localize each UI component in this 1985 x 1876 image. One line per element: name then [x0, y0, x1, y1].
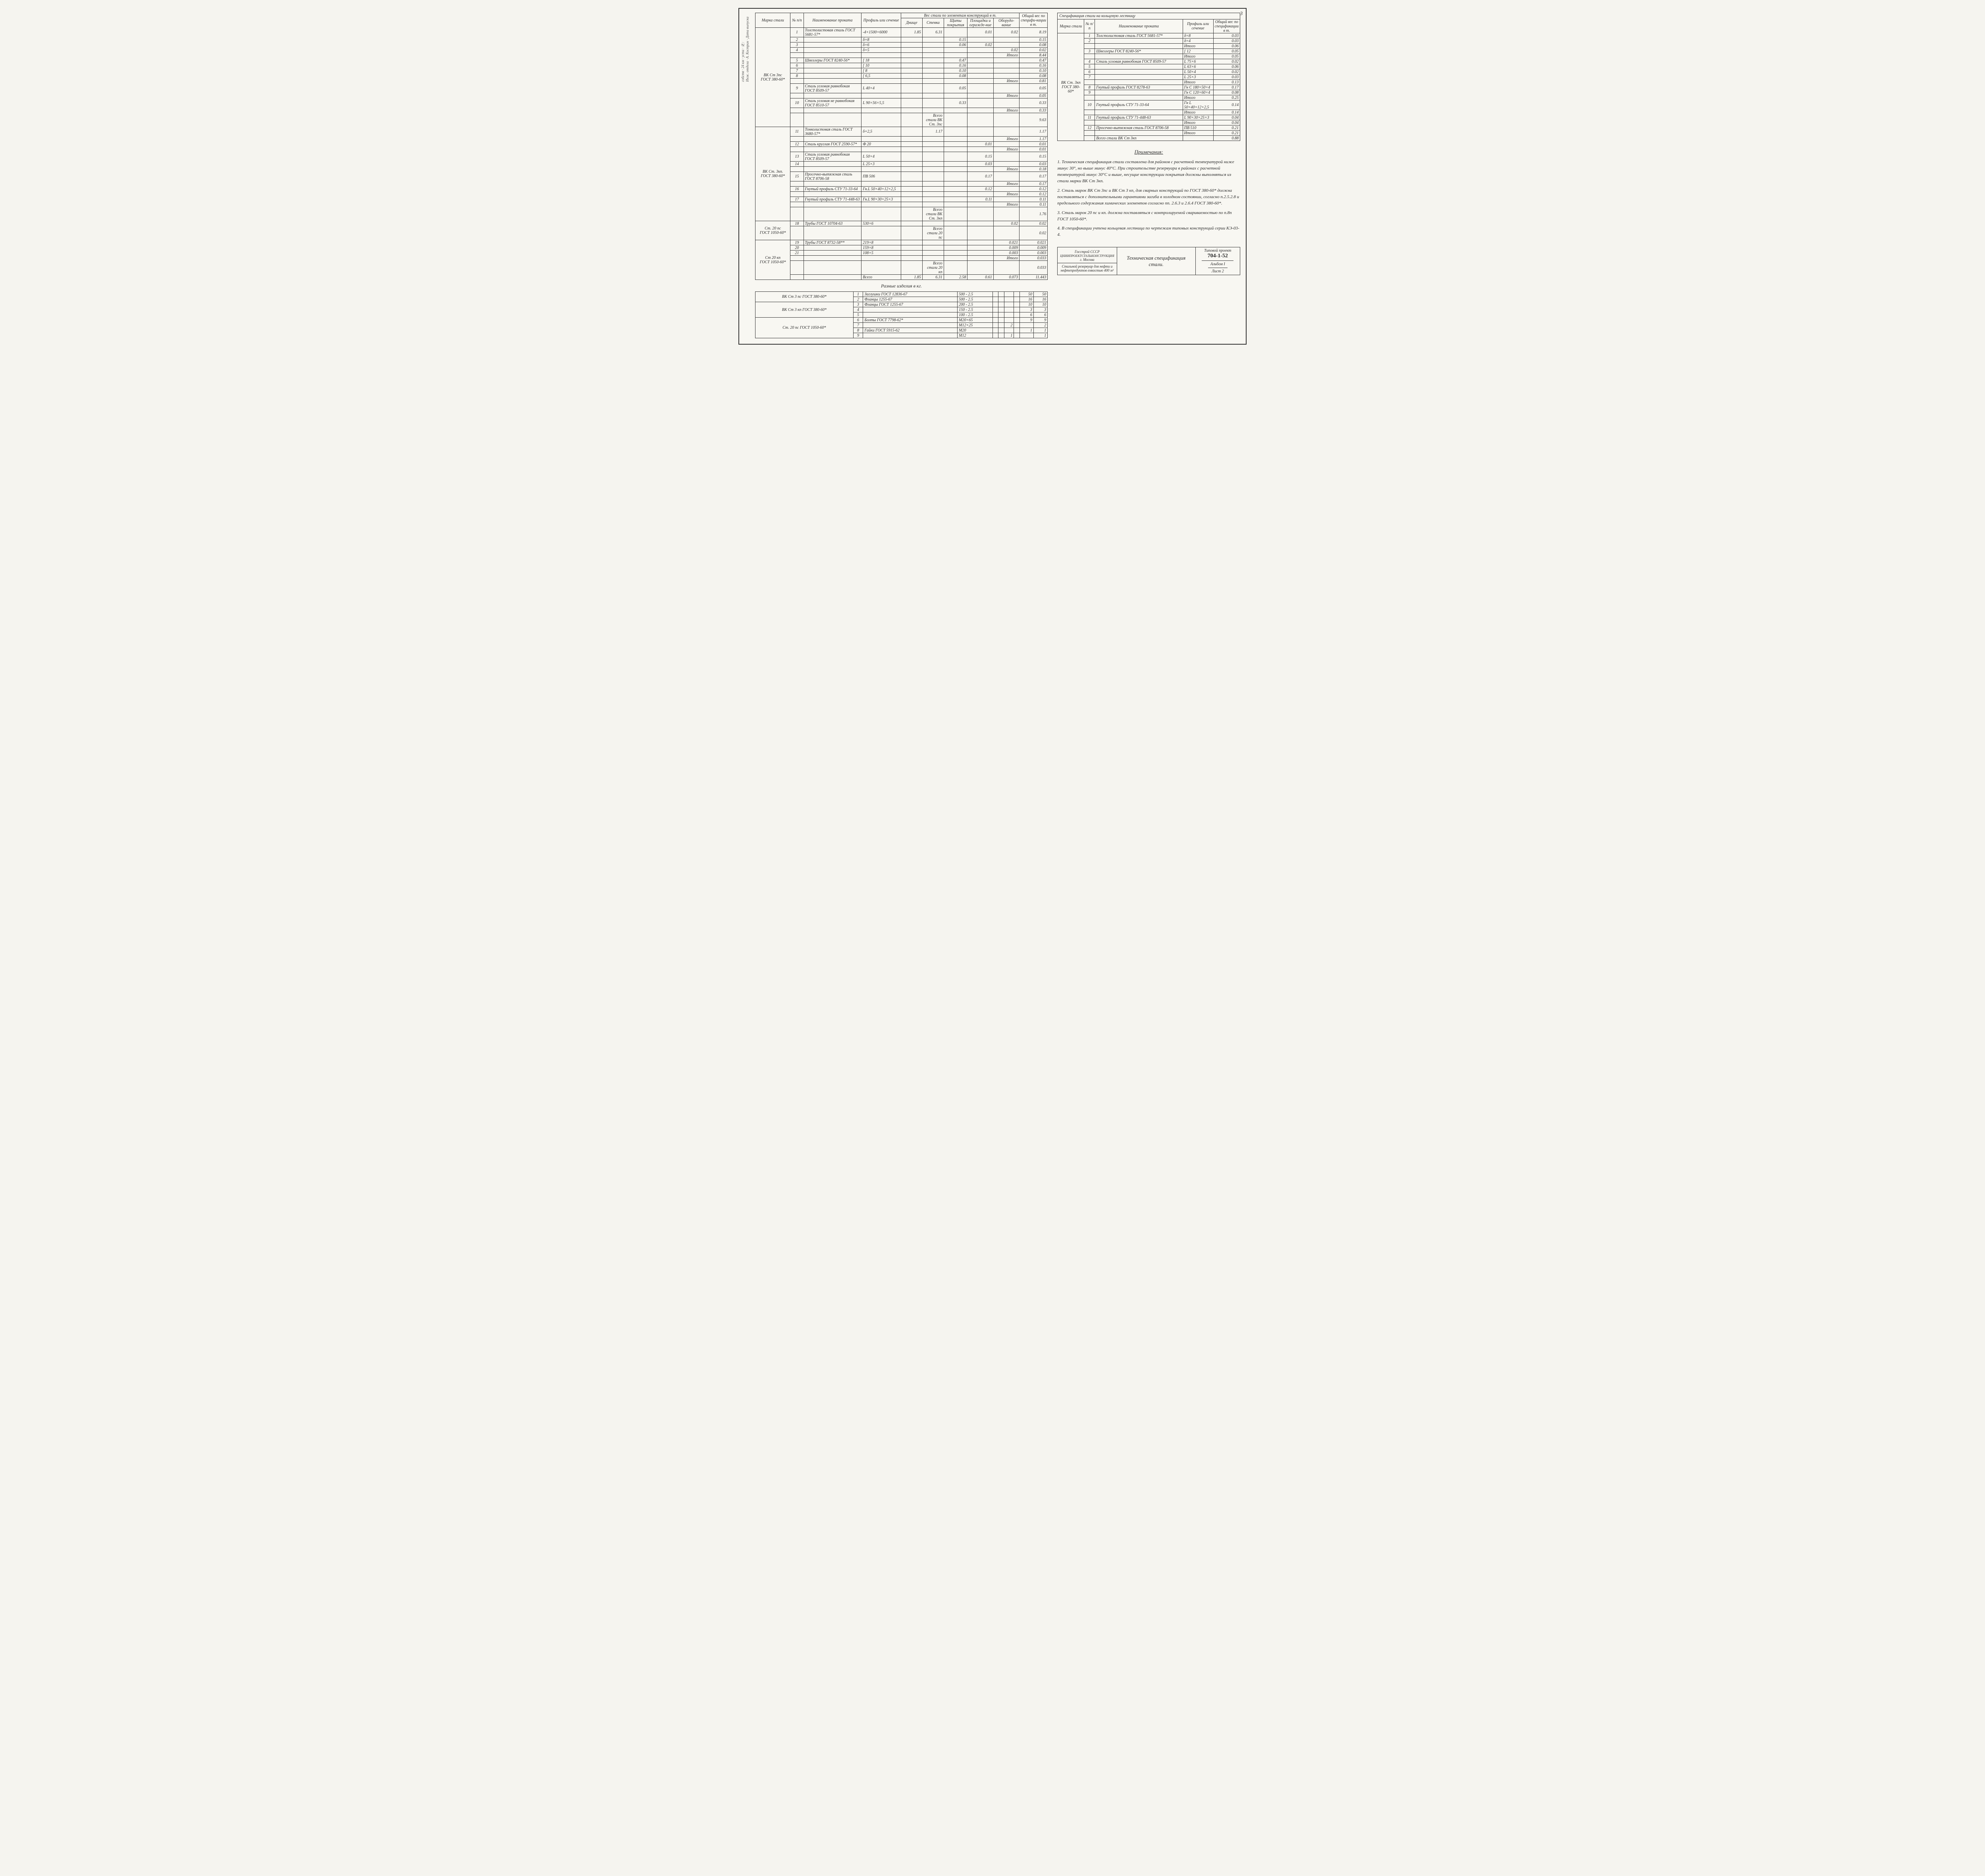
table-row: 12Сталь круглая ГОСТ 2590-57*Ф 200.010.0… — [755, 142, 1048, 147]
table-row: Всего стали 20 пс0.02 — [755, 226, 1048, 240]
table-row: Итого0.033 — [755, 256, 1048, 261]
drawing-title: Техническая спецификация стали. — [1117, 247, 1196, 275]
table-row: 9Гн С 120×60×40.08 — [1058, 90, 1240, 95]
notes-heading: Примечания: — [1057, 149, 1240, 155]
table-row: 13Сталь угловая равнобокая ГОСТ 8509-57L… — [755, 152, 1048, 162]
table-row: 5L 63×60.06 — [1058, 64, 1240, 69]
table-row: 4δ=50.020.02 — [755, 48, 1048, 53]
table-row: 3Швеллеры ГОСТ 8240-56*[ 120.05 — [1058, 49, 1240, 54]
table-row: Итого8.44 — [755, 53, 1048, 58]
table-row: 16Гнутый профиль СТУ 71-33-64Гн.L 50×40×… — [755, 187, 1048, 192]
note-3: 3. Сталь марок 20 пс и кп. должна постав… — [1057, 210, 1240, 223]
table-row: 6L 50×40.02 — [1058, 69, 1240, 75]
table-row: Итого0.14 — [1058, 110, 1240, 115]
table-row: ВК Ст 3 пс ГОСТ 380-60*1Заглушки ГОСТ 12… — [755, 292, 1048, 297]
drawing-sheet: 3 собств · 24 км · уста · №: Инж. отдела… — [738, 8, 1247, 345]
table-row: Итого0.13 — [1058, 80, 1240, 85]
table-row: 21108×50.0030.003 — [755, 251, 1048, 256]
table-row: Итого1.17 — [755, 137, 1048, 142]
notes-block: 1. Техническая спецификация стали состав… — [1057, 159, 1240, 238]
table-row: Итого0.81 — [755, 79, 1048, 84]
table-row: 6[ 100.160.16 — [755, 63, 1048, 68]
table-row: Всего стали ВК Ст 3кп0.88 — [1058, 136, 1240, 141]
table-row: ВК Ст. 3кп ГОСТ 380-60*1Толстолистовая с… — [1058, 33, 1240, 39]
table-row: 5Швеллеры ГОСТ 8240-56*[ 180.470.47 — [755, 58, 1048, 63]
note-2: 2. Сталь марок ВК Ст 3пс и ВК Ст 3 кп, д… — [1057, 188, 1240, 207]
table-row: Итого0.06 — [1058, 44, 1240, 49]
table-row: ВК Ст 3пс ГОСТ 380-60*1Толстолистовая ст… — [755, 28, 1048, 37]
table-row: 14L 25×30.030.03 — [755, 162, 1048, 167]
table-row: 4Сталь угловая равнобокая ГОСТ 8509-57L … — [1058, 59, 1240, 64]
table-row: Итого0.25 — [1058, 95, 1240, 100]
table-row: Ст. 20 пс ГОСТ 1050-60*6Болты ГОСТ 7798-… — [755, 318, 1048, 323]
table-row: Итого0.05 — [1058, 54, 1240, 59]
table-row: 20159×80.0090.009 — [755, 245, 1048, 251]
misc-items-table: ВК Ст 3 пс ГОСТ 380-60*1Заглушки ГОСТ 12… — [755, 291, 1048, 338]
table-row: Итого0.33 — [755, 108, 1048, 113]
table-row: Итого0.04 — [1058, 120, 1240, 125]
table-row: 3δ=60.060.020.08 — [755, 42, 1048, 48]
table-row: Итого0.18 — [755, 167, 1048, 172]
table-row: Итого0.01 — [755, 147, 1048, 152]
table-row: 12Просечно-вытяжная сталь ГОСТ 8706-58ПВ… — [1058, 125, 1240, 131]
table-row: ВК Ст 3 кп ГОСТ 380-60*3Фланцы ГОСТ 1255… — [755, 302, 1048, 307]
table-row: 2δ=80.150.15 — [755, 37, 1048, 42]
table-row: Ст 20 кп ГОСТ 1050-60*19Трубы ГОСТ 8732-… — [755, 240, 1048, 245]
table-row: ВК Ст. 3кп. ГОСТ 380-60*11Тонколистовая … — [755, 127, 1048, 137]
table-row: Итого0.21 — [1058, 131, 1240, 136]
side-margin-notes: собств · 24 км · уста · №: Инж. отдела ·… — [741, 17, 750, 82]
table-row: 17Гнутый профиль СТУ 71-448-63Гн.L 90×30… — [755, 197, 1048, 202]
title-block: Госстрой СССРЦНИИПРОЕКТСТАЛЬКОНСТРУКЦИЯг… — [1057, 247, 1240, 275]
table-row: 8[ 6,50.080.08 — [755, 73, 1048, 79]
table-row: 11Гнутый профиль СТУ 71-448-63L 90×30×25… — [1058, 115, 1240, 120]
main-spec-table: Марка стали № п/п Наименование проката П… — [755, 13, 1048, 280]
table-row: Итого0.11 — [755, 202, 1048, 207]
table-row: 2δ=40.03 — [1058, 39, 1240, 44]
table-row: 7[ 80.100.10 — [755, 68, 1048, 73]
table-row: Всего стали ВК Ст. 3пс9.63 — [755, 113, 1048, 127]
table-row: Итого0.05 — [755, 93, 1048, 98]
misc-section-title: Разные изделия в кг. — [755, 283, 1048, 289]
table-row: Всего1.856.312.580.610.07311.443 — [755, 275, 1048, 280]
table-row: Ст. 20 пс ГОСТ 1050-60*18Трубы ГОСТ 1070… — [755, 221, 1048, 226]
table-row: 15Просечно-вытяжная сталь ГОСТ 8706-58ПВ… — [755, 172, 1048, 181]
table-row: 8Гнутый профиль ГОСТ 8278-63Гн С 180×50×… — [1058, 85, 1240, 90]
table-row: 10Сталь угловая не равнобокая ГОСТ 8510-… — [755, 98, 1048, 108]
table-row: Всего стали 20 кп0.033 — [755, 261, 1048, 275]
ring-stair-table: Спецификация стали на кольцевую лестницу… — [1057, 13, 1240, 141]
table-row: Итого0.17 — [755, 181, 1048, 187]
table-row: Итого0.12 — [755, 192, 1048, 197]
note-1: 1. Техническая спецификация стали состав… — [1057, 159, 1240, 185]
table-row: 7L 25×30.03 — [1058, 75, 1240, 80]
table-row: 9Сталь угловая равнобокая ГОСТ 8509-57L … — [755, 84, 1048, 93]
table-row: Всего стали ВК Ст. 3кп1.76 — [755, 207, 1048, 221]
page-number: 3 — [1240, 10, 1243, 17]
note-4: 4. В спецификации учтена кольцевая лестн… — [1057, 226, 1240, 238]
table-row: 10Гнутый профиль СТУ 71-33-64Гн L 50×40×… — [1058, 100, 1240, 110]
